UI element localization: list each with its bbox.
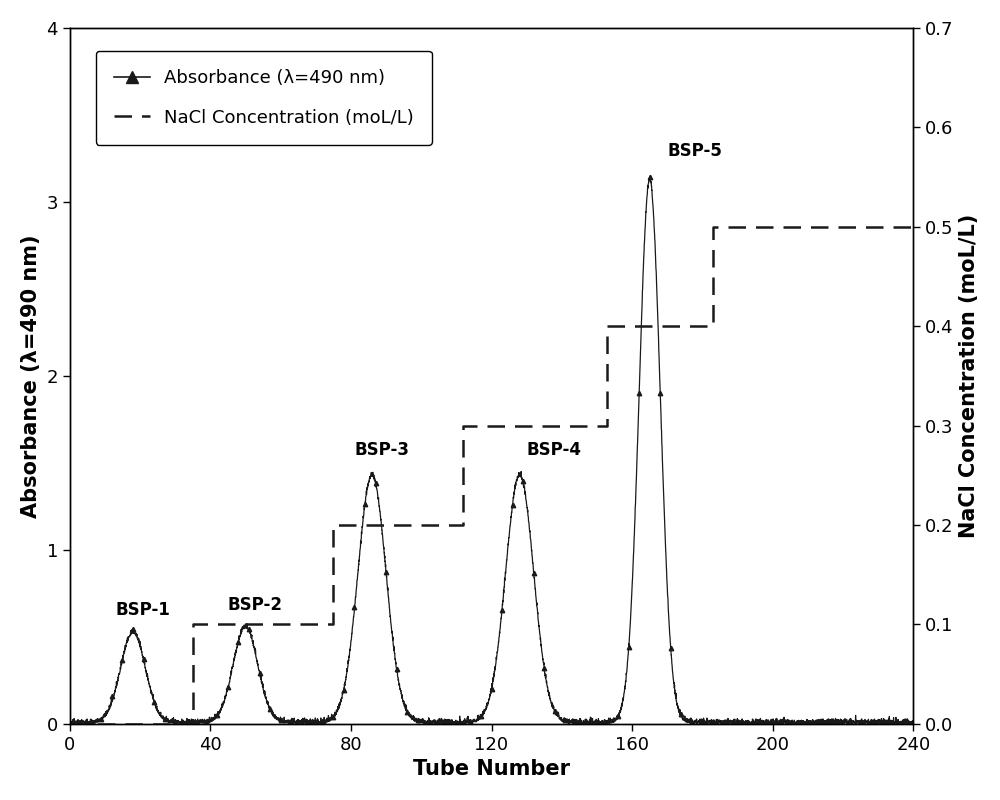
- Y-axis label: NaCl Concentration (moL/L): NaCl Concentration (moL/L): [959, 214, 979, 538]
- Text: BSP-2: BSP-2: [228, 596, 283, 614]
- Text: BSP-1: BSP-1: [115, 602, 170, 619]
- X-axis label: Tube Number: Tube Number: [413, 759, 570, 779]
- Text: BSP-5: BSP-5: [667, 142, 722, 160]
- Y-axis label: Absorbance (λ=490 nm): Absorbance (λ=490 nm): [21, 234, 41, 518]
- Legend: Absorbance (λ=490 nm), NaCl Concentration (moL/L): Absorbance (λ=490 nm), NaCl Concentratio…: [96, 50, 432, 145]
- Text: BSP-4: BSP-4: [527, 442, 582, 459]
- Text: BSP-3: BSP-3: [354, 442, 409, 459]
